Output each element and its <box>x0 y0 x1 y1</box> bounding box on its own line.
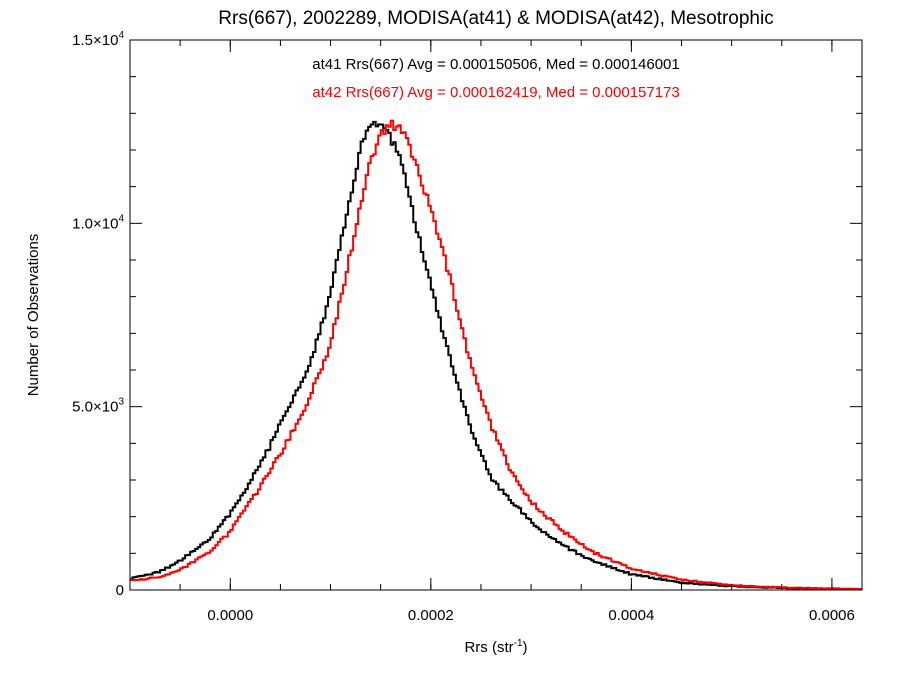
y-tick-label: 5.0×103 <box>72 397 124 416</box>
x-tick-label: 0.0004 <box>608 607 654 624</box>
series-layer <box>130 119 862 591</box>
x-tick-label: 0.0002 <box>408 607 454 624</box>
y-tick-label: 1.5×104 <box>72 30 124 49</box>
y-tick-label: 0 <box>116 582 124 599</box>
chart-title: Rrs(667), 2002289, MODISA(at41) & MODISA… <box>218 8 773 29</box>
y-tick-label: 1.0×104 <box>72 213 124 232</box>
annotation-1: at41 Rrs(667) Avg = 0.000150506, Med = 0… <box>312 56 680 73</box>
x-axis-label-superscript: -1 <box>514 638 523 649</box>
x-axis-label: Rrs (str-1) <box>464 638 527 656</box>
x-tick-label: 0.0000 <box>207 607 253 624</box>
y-axis-label: Number of Observations <box>25 234 42 397</box>
x-tick-label: 0.0006 <box>809 607 855 624</box>
series-at41-line <box>130 120 862 591</box>
x-axis-label-main: Rrs (str <box>464 639 513 656</box>
x-axis: 0.0000 0.0002 0.0004 0.0006 <box>129 40 855 624</box>
annotation-2: at42 Rrs(667) Avg = 0.000162419, Med = 0… <box>312 84 680 101</box>
y-axis: 0 5.0×103 1.0×104 1.5×104 <box>72 30 862 599</box>
x-axis-label-tail: ) <box>523 639 528 656</box>
series-at42-line <box>130 119 862 591</box>
plot-frame <box>129 39 863 591</box>
annotations: at41 Rrs(667) Avg = 0.000150506, Med = 0… <box>312 56 680 101</box>
